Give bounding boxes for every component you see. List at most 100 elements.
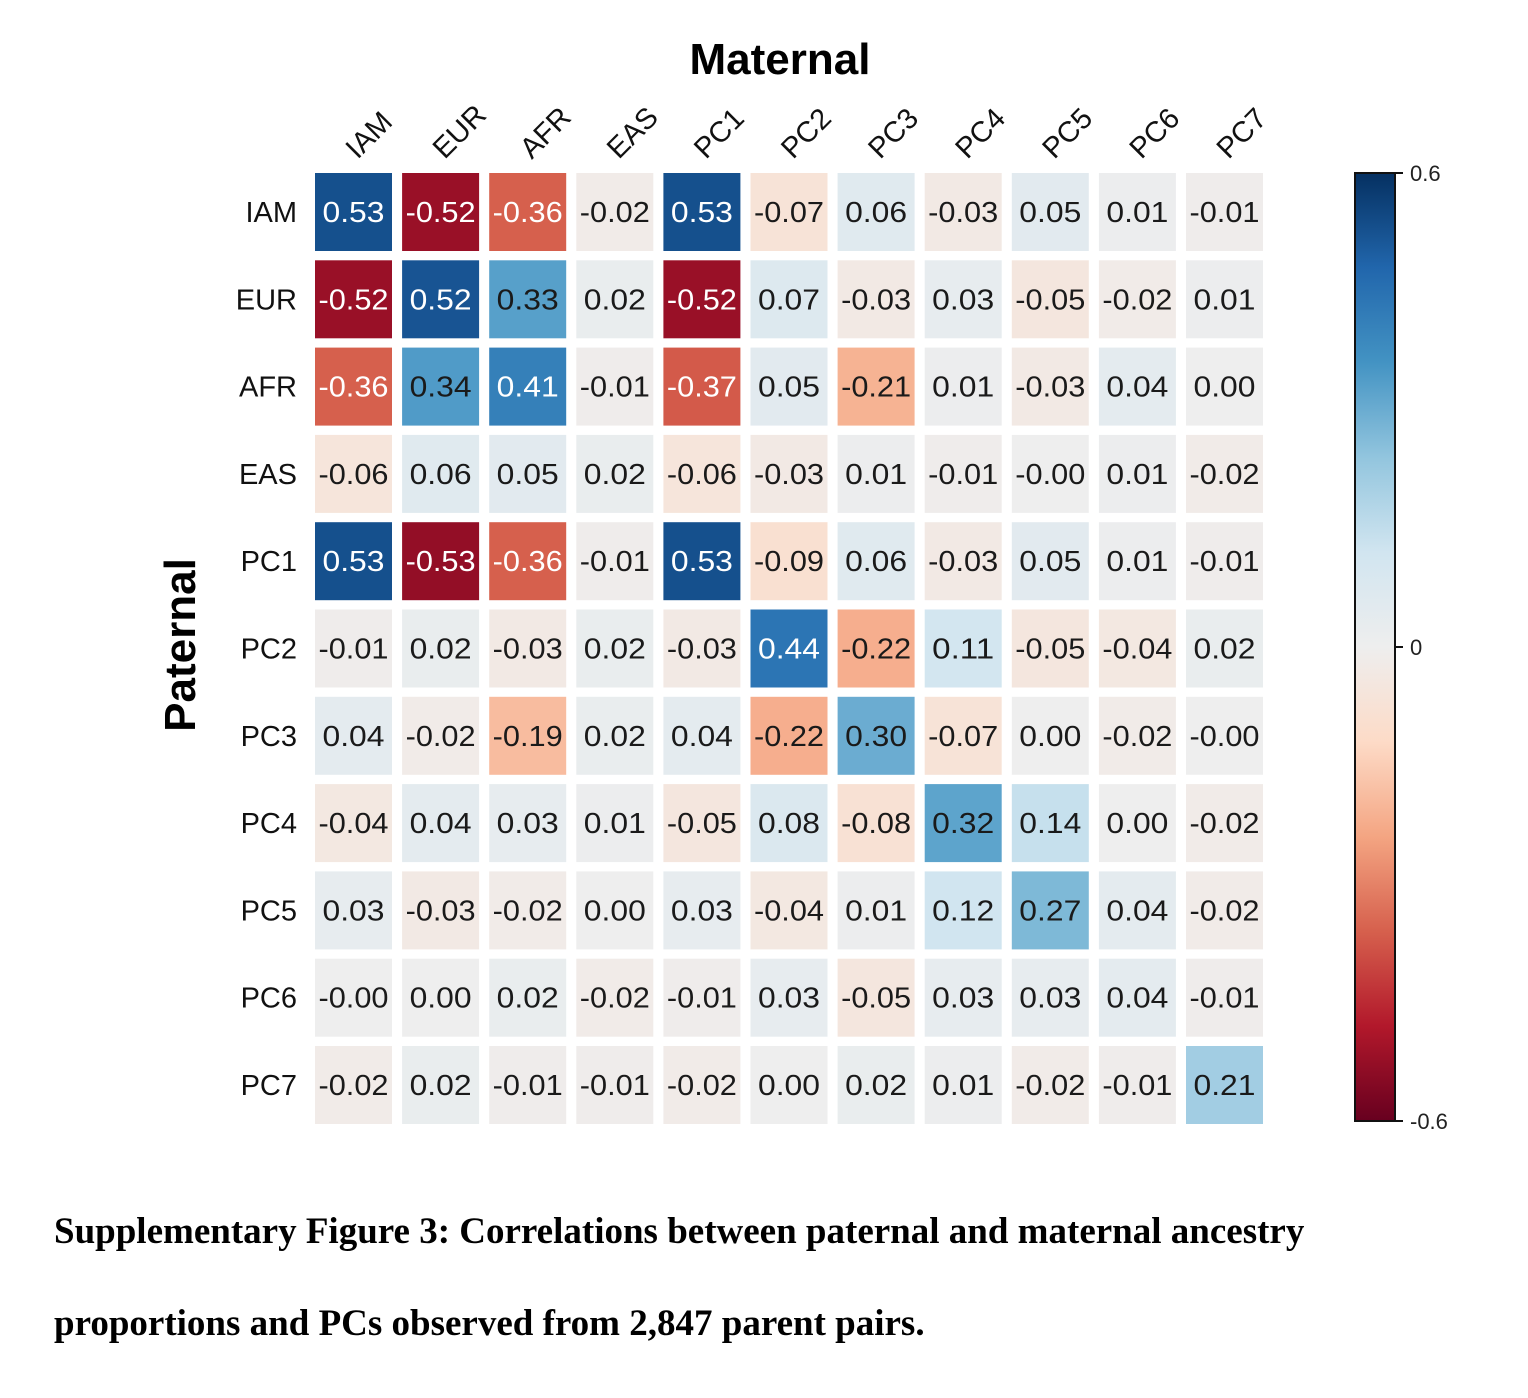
heatmap-cell: -0.06 bbox=[663, 434, 741, 513]
cell-value: -0.05 bbox=[1015, 284, 1085, 316]
heatmap-cell: 0.00 bbox=[576, 871, 654, 950]
x-tick-label: PC6 bbox=[1124, 102, 1187, 165]
cell-rect bbox=[1011, 522, 1089, 601]
cell-rect bbox=[315, 871, 392, 950]
y-tick-label: EAS bbox=[239, 459, 297, 491]
cell-rect bbox=[1011, 784, 1089, 863]
cell-rect bbox=[576, 958, 654, 1037]
heatmap-cell: -0.01 bbox=[1098, 1046, 1176, 1124]
heatmap-cell: 0.02 bbox=[576, 609, 654, 688]
cell-rect bbox=[576, 173, 654, 251]
heatmap-cell: 0.02 bbox=[402, 1046, 480, 1124]
heatmap-cell: -0.01 bbox=[663, 958, 741, 1037]
cell-value: -0.09 bbox=[754, 546, 824, 578]
cell-rect bbox=[1098, 696, 1176, 775]
heatmap-cell: 0.03 bbox=[924, 260, 1002, 339]
heatmap-cell: -0.01 bbox=[315, 609, 392, 688]
heatmap-cell: 0.02 bbox=[837, 1046, 915, 1124]
cell-rect bbox=[837, 958, 915, 1037]
heatmap-cell: 0.03 bbox=[315, 871, 392, 950]
y-tick-label: IAM bbox=[245, 197, 297, 229]
cell-value: -0.07 bbox=[928, 721, 998, 753]
y-tick-label: PC1 bbox=[241, 546, 297, 578]
heatmap-cell: 0.03 bbox=[750, 958, 828, 1037]
heatmap-cell: 0.52 bbox=[402, 260, 480, 339]
cell-rect bbox=[750, 522, 828, 601]
cell-value: -0.19 bbox=[493, 721, 563, 753]
cell-rect bbox=[750, 434, 828, 513]
cell-value: 0.14 bbox=[1019, 808, 1081, 840]
cell-value: -0.01 bbox=[1190, 197, 1260, 229]
cell-rect bbox=[837, 871, 915, 950]
cell-value: -0.02 bbox=[580, 983, 650, 1015]
cell-rect bbox=[663, 784, 741, 863]
cell-value: -0.06 bbox=[319, 459, 389, 491]
heatmap-cell: 0.00 bbox=[1098, 784, 1176, 863]
x-tick-label: EUR bbox=[427, 99, 493, 165]
heatmap-cell: 0.03 bbox=[663, 871, 741, 950]
y-tick-label: PC7 bbox=[241, 1070, 297, 1102]
cell-value: -0.36 bbox=[493, 546, 563, 578]
cell-value: 0.01 bbox=[1106, 197, 1168, 229]
cell-value: 0.27 bbox=[1019, 895, 1081, 927]
cell-value: 0.30 bbox=[845, 721, 907, 753]
heatmap-cell: 0.01 bbox=[924, 1046, 1002, 1124]
heatmap-cell: -0.02 bbox=[1098, 260, 1176, 339]
cell-rect bbox=[402, 609, 480, 688]
cell-rect bbox=[1186, 609, 1263, 688]
heatmap-cell: -0.02 bbox=[1186, 871, 1263, 950]
heatmap-cell: 0.04 bbox=[663, 696, 741, 775]
cell-value: 0.04 bbox=[1106, 895, 1168, 927]
cell-value: 0.02 bbox=[584, 459, 646, 491]
heatmap-cell: 0.01 bbox=[1186, 260, 1263, 339]
cell-value: -0.21 bbox=[841, 372, 911, 404]
cell-rect bbox=[924, 696, 1002, 775]
cell-rect bbox=[402, 434, 480, 513]
heatmap-cell: -0.03 bbox=[402, 871, 480, 950]
cell-value: -0.01 bbox=[1190, 546, 1260, 578]
heatmap-cell: 0.41 bbox=[489, 347, 567, 426]
y-tick-label: PC2 bbox=[241, 634, 297, 666]
cell-value: 0.01 bbox=[1194, 284, 1256, 316]
cell-rect bbox=[576, 1046, 654, 1124]
cell-value: 0.03 bbox=[932, 284, 994, 316]
cell-value: -0.02 bbox=[1190, 459, 1260, 491]
cell-rect bbox=[576, 696, 654, 775]
cell-value: 0.11 bbox=[932, 634, 994, 666]
cell-value: -0.01 bbox=[580, 1070, 650, 1102]
x-tick-label: PC5 bbox=[1037, 102, 1100, 165]
heatmap-cell: -0.05 bbox=[1011, 260, 1089, 339]
y-tick-label: PC3 bbox=[241, 721, 297, 753]
heatmap-cell: 0.27 bbox=[1011, 871, 1089, 950]
heatmap-cell: -0.03 bbox=[1011, 347, 1089, 426]
cell-rect bbox=[750, 784, 828, 863]
cell-rect bbox=[663, 173, 741, 251]
heatmap-cell: -0.21 bbox=[837, 347, 915, 426]
cell-rect bbox=[837, 434, 915, 513]
heatmap-cell: 0.06 bbox=[837, 173, 915, 251]
cell-rect bbox=[576, 434, 654, 513]
heatmap-cell: -0.01 bbox=[576, 347, 654, 426]
cell-value: 0.44 bbox=[758, 634, 820, 666]
cell-value: 0.00 bbox=[758, 1070, 820, 1102]
cell-rect bbox=[576, 260, 654, 339]
cell-rect bbox=[837, 347, 915, 426]
heatmap-cell: -0.02 bbox=[402, 696, 480, 775]
cell-value: -0.05 bbox=[841, 983, 911, 1015]
cell-value: -0.01 bbox=[1190, 983, 1260, 1015]
cell-value: 0.00 bbox=[1019, 721, 1081, 753]
heatmap-cell: 0.04 bbox=[315, 696, 392, 775]
cell-rect bbox=[315, 696, 392, 775]
heatmap-cell: -0.02 bbox=[1186, 784, 1263, 863]
heatmap-cell: 0.53 bbox=[315, 173, 392, 251]
heatmap-cell: 0.14 bbox=[1011, 784, 1089, 863]
cell-rect bbox=[1186, 784, 1263, 863]
cell-rect bbox=[315, 1046, 392, 1124]
cell-value: -0.00 bbox=[319, 983, 389, 1015]
cell-rect bbox=[663, 522, 741, 601]
heatmap-cell: 0.01 bbox=[576, 784, 654, 863]
cell-value: 0.03 bbox=[497, 808, 559, 840]
cell-value: 0.04 bbox=[323, 721, 385, 753]
cell-value: 0.02 bbox=[584, 284, 646, 316]
heatmap-cell: -0.22 bbox=[750, 696, 828, 775]
